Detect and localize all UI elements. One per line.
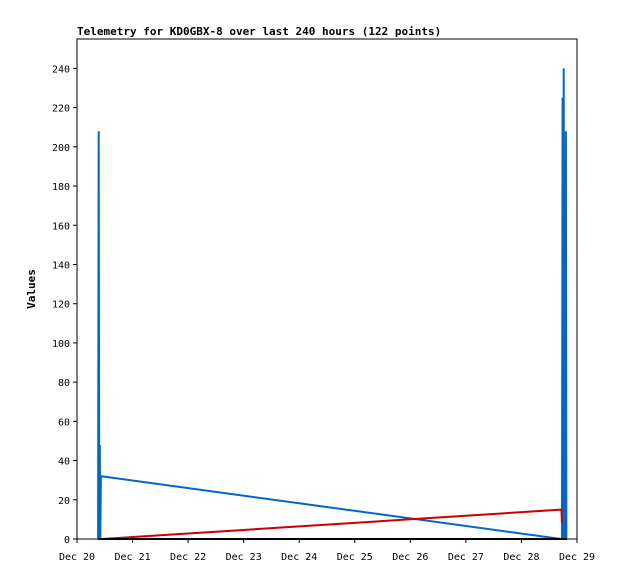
- x-tick-label: Dec 29: [559, 552, 595, 563]
- x-tick-label: Dec 26: [392, 552, 428, 563]
- y-axis-label: Values: [25, 269, 38, 309]
- y-tick-label: 240: [52, 64, 70, 75]
- x-tick-label: Dec 28: [503, 552, 539, 563]
- y-tick-label: 80: [58, 378, 70, 389]
- chart-title: Telemetry for KD0GBX-8 over last 240 hou…: [77, 25, 441, 38]
- plot-area: [76, 38, 578, 540]
- y-tick-label: 20: [58, 496, 70, 507]
- x-tick-label: Dec 25: [337, 552, 373, 563]
- x-tick-label: Dec 24: [281, 552, 317, 563]
- y-tick-label: 40: [58, 457, 70, 468]
- series-layer: [97, 68, 568, 540]
- y-tick-label: 100: [52, 339, 70, 350]
- x-axis: Dec 20 Dec 21 Dec 22 Dec 23 Dec 24 Dec 25 Dec …: [59, 539, 595, 563]
- y-tick-label: 180: [52, 182, 70, 193]
- y-tick-label: 0: [64, 535, 70, 546]
- x-tick-label: Dec 21: [114, 552, 150, 563]
- x-tick-label: Dec 20: [59, 552, 95, 563]
- y-tick-label: 60: [58, 417, 70, 428]
- y-tick-label: 140: [52, 260, 70, 271]
- series-line-2: [101, 508, 563, 540]
- x-tick-label: Dec 23: [226, 552, 262, 563]
- y-tick-label: 160: [52, 221, 70, 232]
- y-tick-label: 220: [52, 104, 70, 115]
- x-tick-label: Dec 22: [170, 552, 206, 563]
- y-axis: 0 20 40 60 80 100 120 140 160 180 200 220 240: [52, 64, 77, 546]
- x-tick-label: Dec 27: [448, 552, 484, 563]
- y-tick-label: 200: [52, 143, 70, 154]
- y-tick-label: 120: [52, 300, 70, 311]
